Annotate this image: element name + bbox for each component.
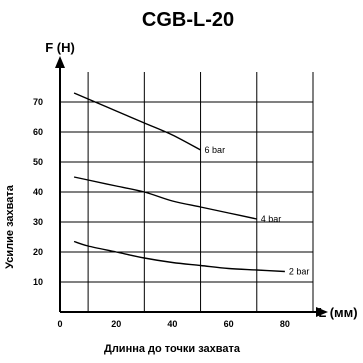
x-tick-label-20: 20 — [111, 319, 121, 329]
tick-labels: 0 20 40 60 80 10 20 30 40 50 60 70 — [33, 97, 290, 329]
x-axis-title: L (мм) — [318, 305, 357, 320]
series-line-2-bar — [73, 240, 285, 273]
series-label-6-bar: 6 bar — [205, 145, 226, 155]
x-axis-arrow — [316, 307, 328, 317]
y-tick-label-30: 30 — [33, 217, 43, 227]
y-tick-label-40: 40 — [33, 187, 43, 197]
series-line-6-bar — [73, 92, 201, 151]
x-tick-label-60: 60 — [224, 319, 234, 329]
x-tick-label-80: 80 — [280, 319, 290, 329]
chart-title: CGB-L-20 — [142, 9, 234, 31]
y-tick-label-20: 20 — [33, 247, 43, 257]
y-tick-label-70: 70 — [33, 97, 43, 107]
y-axis-label: Усилие захвата — [4, 184, 16, 269]
series-line-4-bar — [73, 176, 257, 220]
y-tick-label-50: 50 — [33, 157, 43, 167]
y-axis-arrow — [55, 56, 65, 68]
x-tick-label-40: 40 — [167, 319, 177, 329]
axes — [55, 56, 328, 317]
y-axis-title: F (H) — [45, 40, 75, 55]
y-tick-label-10: 10 — [33, 277, 43, 287]
x-tick-label-0: 0 — [57, 319, 62, 329]
y-tick-label-60: 60 — [33, 127, 43, 137]
x-axis-label: Длинна до точки захвата — [104, 343, 241, 355]
series-labels: 6 bar 4 bar 2 bar — [205, 145, 310, 277]
series-lines — [73, 92, 285, 273]
series-label-2-bar: 2 bar — [289, 267, 310, 277]
grid — [60, 72, 314, 312]
series-label-4-bar: 4 bar — [261, 214, 282, 224]
